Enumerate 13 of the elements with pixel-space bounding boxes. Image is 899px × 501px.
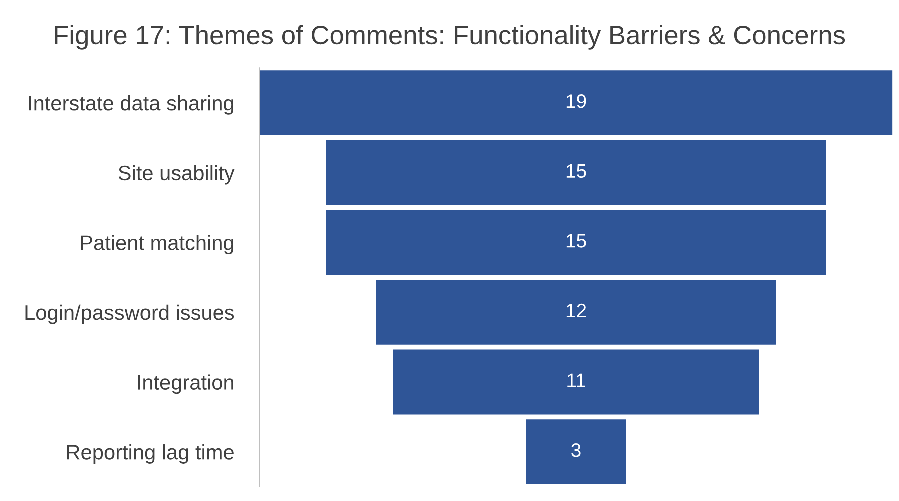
data-label: 15 <box>566 234 586 248</box>
data-label: 3 <box>572 444 581 458</box>
data-label: 11 <box>568 374 586 388</box>
data-label: 15 <box>566 164 586 178</box>
category-label: Integration <box>138 374 234 394</box>
category-label: Login/password issues <box>26 304 234 324</box>
category-label: Reporting lag time <box>67 444 234 464</box>
category-label: Patient matching <box>81 235 234 255</box>
data-label: 19 <box>566 94 586 108</box>
category-label: Site usability <box>118 165 235 185</box>
text: Figure 17: Themes of Comments: Functionality Barriers & Concerns <box>55 25 846 50</box>
category-label: Interstate data sharing <box>29 95 234 115</box>
data-label: 12 <box>566 304 586 318</box>
